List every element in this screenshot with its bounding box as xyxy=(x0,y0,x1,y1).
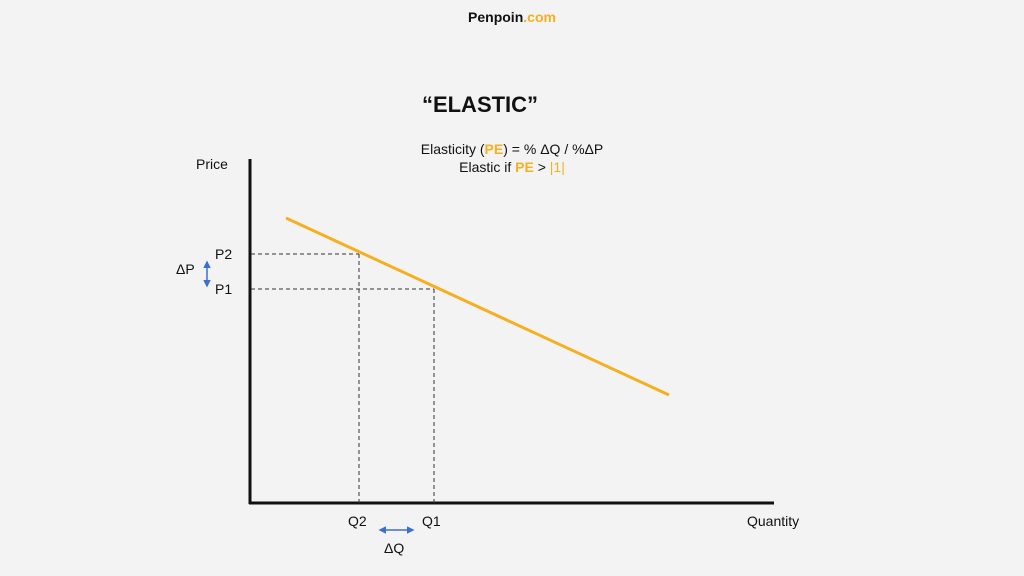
demand-line xyxy=(285,216,670,397)
delta-p-label: ΔP xyxy=(176,261,195,277)
p1-label: P1 xyxy=(215,281,232,297)
formula-pe-2: PE xyxy=(515,159,534,175)
p2-label: P2 xyxy=(215,246,232,262)
formula-line-2: Elastic if PE > |1| xyxy=(312,158,712,176)
q2-label: Q2 xyxy=(348,513,367,529)
diagram-title: “ELASTIC” xyxy=(421,92,539,117)
y-axis-label: Price xyxy=(196,156,228,172)
formula-2a: Elastic if xyxy=(459,159,516,175)
formula-1b: ) = % ΔQ / %ΔP xyxy=(503,141,604,157)
formula-2c: |1| xyxy=(549,159,565,175)
brand-name: Penpoin xyxy=(468,9,524,25)
x-axis-label: Quantity xyxy=(747,513,799,529)
formula-1a: Elasticity ( xyxy=(420,141,485,157)
formula-2b: > xyxy=(533,159,550,175)
formula-line-1: Elasticity (PE) = % ΔQ / %ΔP xyxy=(312,140,712,158)
brand-suffix: .com xyxy=(523,9,556,25)
delta-q-label: ΔQ xyxy=(384,540,404,556)
elasticity-formula: Elasticity (PE) = % ΔQ / %ΔP Elastic if … xyxy=(312,140,712,176)
formula-pe-1: PE xyxy=(484,141,504,157)
brand-logo: Penpoin.com xyxy=(0,9,1024,25)
q1-label: Q1 xyxy=(422,513,441,529)
